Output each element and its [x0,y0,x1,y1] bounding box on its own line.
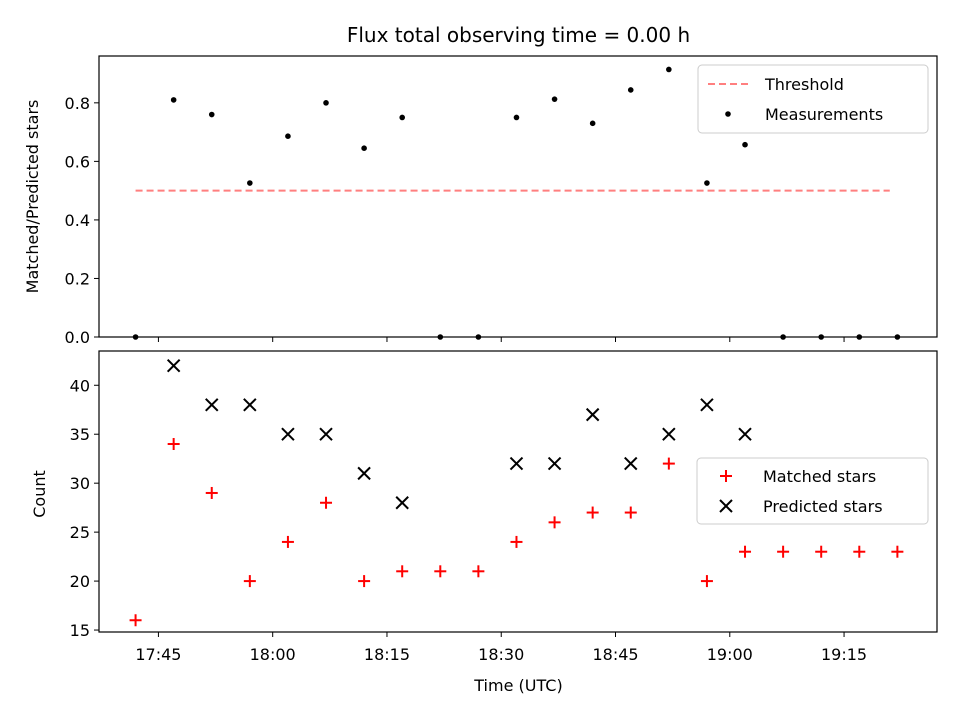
ratio-panel: 0.00.20.40.60.8 Matched/Predicted stars … [23,55,938,347]
measurement-point [704,180,710,186]
matched-star-point [739,545,752,558]
count-marks [129,358,904,627]
measurement-point [742,141,748,148]
matched-star-point [548,516,561,529]
predicted-star-point [166,358,181,373]
matched-star-point [205,486,218,499]
legend-measurements-label: Measurements [765,105,883,124]
measurement-point [666,66,672,73]
x-tick-label: 19:00 [707,645,753,664]
measurement-point [589,120,596,127]
x-tick-label: 18:00 [250,645,296,664]
matched-star-point [662,457,675,470]
x-tick-label: 19:15 [821,645,867,664]
matched-star-point [358,575,371,588]
x-tick-label: 18:15 [364,645,410,664]
measurement-point [399,114,406,121]
legend-matched-swatch [720,470,732,482]
count-x-ticks: 17:45 18:00 18:15 18:30 18:45 19:00 19:15 [135,632,867,664]
predicted-star-point [243,398,257,412]
count-y-ticks: 15 20 25 30 35 40 [70,376,99,640]
chart-title: Flux total observing time = 0.00 h [347,23,690,47]
predicted-star-point [700,398,714,412]
measurement-point [323,100,329,106]
legend-measurements-swatch [725,111,731,117]
count-legend: Matched stars Predicted stars [696,457,929,525]
predicted-star-point [281,427,295,441]
matched-star-point [700,575,713,588]
measurement-point [170,97,177,103]
count-y-tick-label: 35 [70,425,90,444]
predicted-star-point [509,456,524,471]
predicted-star-point [585,407,600,422]
matched-star-point [434,565,447,578]
legend-predicted-swatch [719,499,733,513]
count-y-tick-label: 15 [70,621,90,640]
count-y-tick-label: 40 [70,376,90,395]
predicted-star-point [395,496,409,510]
matched-star-point [129,614,142,627]
predicted-star-point [738,427,752,441]
ratio-x-ticks [157,337,845,342]
ratio-y-tick-label: 0.2 [65,269,90,288]
matched-star-point [320,496,333,509]
measurement-point [285,133,291,140]
x-tick-label: 18:45 [592,645,638,664]
count-plot-frame [98,350,938,633]
ratio-legend-box [697,64,929,134]
ratio-y-ticks: 0.0 0.2 0.4 0.6 0.8 [65,94,99,347]
count-y-tick-label: 30 [70,474,90,493]
matched-star-point [167,438,180,451]
matched-star-point [472,565,485,578]
matched-star-point [586,506,599,519]
matched-star-point [396,565,409,578]
matched-star-point [624,506,637,519]
matched-star-point [853,545,866,558]
measurement-point [208,111,215,118]
ratio-y-tick-label: 0.0 [65,328,90,347]
x-axis-label: Time (UTC) [473,676,562,695]
x-tick-label: 17:45 [135,645,181,664]
ratio-y-tick-label: 0.8 [65,94,90,113]
predicted-star-point [357,466,371,481]
legend-predicted-label: Predicted stars [763,497,883,516]
count-y-tick-label: 20 [70,572,90,591]
predicted-star-point [319,427,333,441]
matched-star-point [777,545,790,558]
measurement-point [361,145,367,152]
legend-matched-label: Matched stars [763,467,876,486]
measurement-point [551,96,558,102]
matched-star-point [243,575,256,588]
matched-star-point [815,545,828,558]
legend-threshold-label: Threshold [764,75,844,94]
ratio-y-tick-label: 0.6 [65,152,90,171]
predicted-star-point [205,398,219,412]
ratio-legend: Threshold Measurements [697,64,929,134]
predicted-star-point [624,456,638,471]
count-legend-box [696,457,929,525]
count-panel: 15 20 25 30 35 40 17:45 18:00 18:15 18:30 18:45 19… [30,350,938,695]
count-y-axis-label: Count [30,470,49,518]
measurement-point [247,180,253,186]
matched-star-point [281,535,294,548]
matched-star-point [891,545,904,558]
ratio-plot-frame [98,55,938,338]
matched-star-point [510,535,523,548]
predicted-star-point [662,427,676,441]
measurement-point [513,114,520,121]
count-y-tick-label: 25 [70,523,90,542]
measurement-point [627,87,634,93]
ratio-y-axis-label: Matched/Predicted stars [23,100,42,294]
predicted-star-point [547,456,562,471]
x-tick-label: 18:30 [478,645,524,664]
ratio-y-tick-label: 0.4 [65,211,90,230]
